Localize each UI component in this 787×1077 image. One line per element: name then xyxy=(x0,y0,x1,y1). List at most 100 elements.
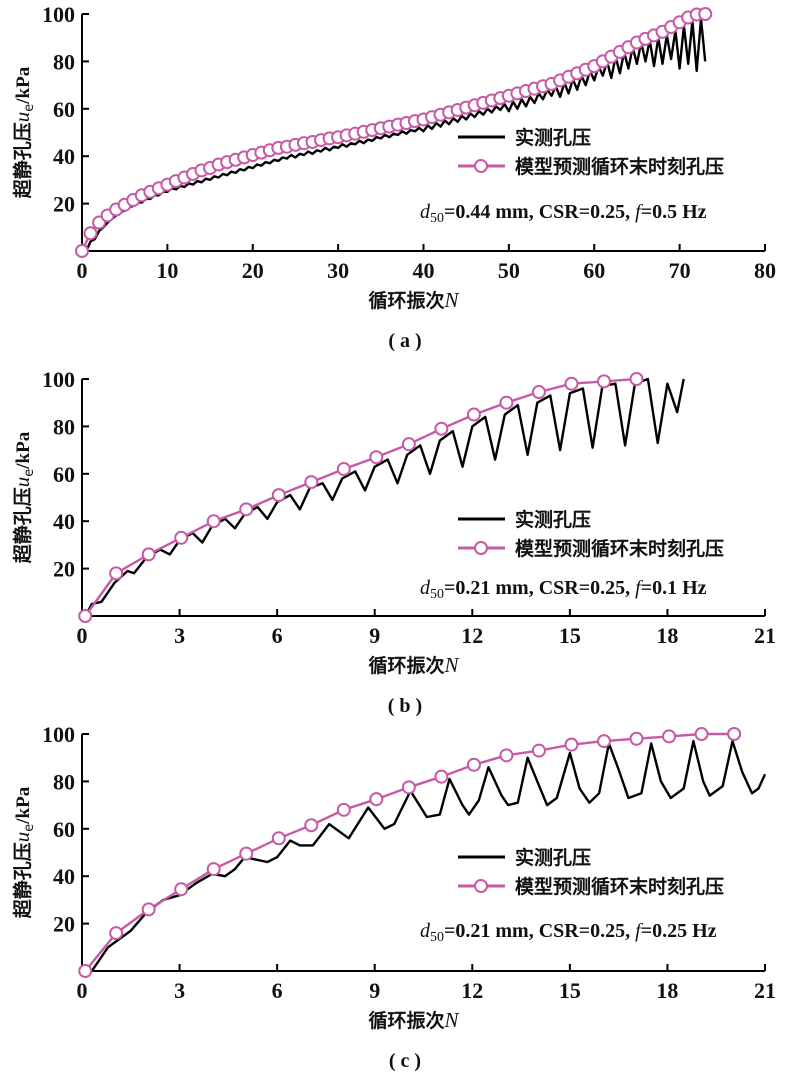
y-axis-label: 超静孔压ue/kPa xyxy=(10,786,37,919)
legend-predicted-label: 模型预测循环末时刻孔压 xyxy=(515,875,724,898)
annotation-text: =0.44 mm, CSR=0.25, xyxy=(444,201,635,223)
y-tick-label: 20 xyxy=(53,912,75,937)
y-tick-label: 20 xyxy=(53,557,75,582)
y-axis-label-sub: e xyxy=(22,104,37,112)
predicted-marker xyxy=(304,475,319,490)
y-axis-label-unit: /kPa xyxy=(13,786,34,824)
y-axis-label-var: u xyxy=(10,832,34,843)
predicted-marker xyxy=(466,407,481,422)
annotation-d: d xyxy=(420,201,431,223)
test-conditions-annotation: d50=0.21 mm, CSR=0.25, f=0.25 Hz xyxy=(420,920,717,945)
predicted-marker xyxy=(75,244,89,258)
x-axis-label: 循环振次N xyxy=(368,288,459,312)
x-axis-label: 循环振次N xyxy=(368,1008,459,1032)
predicted-marker xyxy=(271,831,286,846)
y-tick-label: 100 xyxy=(42,367,75,392)
predicted-marker xyxy=(78,609,93,623)
y-tick-label: 40 xyxy=(53,509,75,534)
panel-caption: ( b ) xyxy=(388,695,422,717)
x-axis-label-text: 循环振次 xyxy=(368,289,444,312)
x-tick-label: 20 xyxy=(242,258,264,283)
predicted-marker xyxy=(629,372,644,386)
y-axis-label-sub: e xyxy=(22,824,37,832)
predicted-marker xyxy=(109,926,124,941)
x-axis-label-text: 循环振次 xyxy=(368,654,444,677)
y-tick-label: 80 xyxy=(53,414,75,439)
legend-predicted-marker xyxy=(474,879,488,893)
predicted-marker xyxy=(564,737,579,752)
x-axis-label-var: N xyxy=(444,653,460,677)
x-tick-label: 40 xyxy=(413,258,435,283)
test-conditions-annotation: d50=0.44 mm, CSR=0.25, f=0.5 Hz xyxy=(420,201,707,226)
x-axis-label-text: 循环振次 xyxy=(368,1009,444,1032)
x-tick-label: 6 xyxy=(272,623,283,648)
annotation-f: f xyxy=(635,920,643,942)
predicted-marker xyxy=(336,802,351,817)
y-tick-label: 60 xyxy=(53,462,75,487)
x-axis-label: 循环振次N xyxy=(368,653,459,677)
y-tick-label: 100 xyxy=(42,722,75,747)
predicted-marker xyxy=(174,530,189,545)
annotation-sub: 50 xyxy=(430,930,444,945)
predicted-marker xyxy=(694,727,709,741)
y-tick-label: 40 xyxy=(53,864,75,889)
annotation-f: f xyxy=(635,201,643,223)
x-tick-label: 0 xyxy=(77,623,88,648)
x-tick-label: 10 xyxy=(156,258,178,283)
predicted-marker xyxy=(564,376,579,391)
predicted-marker xyxy=(239,502,254,517)
predicted-marker xyxy=(499,395,514,410)
annotation-ftext: =0.25 Hz xyxy=(641,920,717,942)
predicted-marker xyxy=(336,462,351,477)
predicted-marker xyxy=(597,734,612,749)
predicted-marker xyxy=(141,547,156,562)
x-tick-label: 18 xyxy=(656,623,678,648)
legend-predicted-label: 模型预测循环末时刻孔压 xyxy=(515,155,724,178)
annotation-sub: 50 xyxy=(430,587,444,602)
y-tick-label: 60 xyxy=(53,97,75,122)
x-axis-label-var: N xyxy=(444,1008,460,1032)
predicted-marker xyxy=(698,7,713,21)
annotation-f: f xyxy=(635,577,643,599)
predicted-marker xyxy=(597,374,612,389)
predicted-marker xyxy=(434,769,449,784)
predicted-marker xyxy=(531,743,546,758)
y-axis-label: 超静孔压ue/kPa xyxy=(10,66,37,199)
panel-caption: ( a ) xyxy=(388,330,421,352)
predicted-marker xyxy=(83,226,98,241)
predicted-marker xyxy=(401,780,416,795)
x-tick-label: 0 xyxy=(77,258,88,283)
y-axis-label-var: u xyxy=(10,112,34,123)
legend-predicted-label: 模型预测循环末时刻孔压 xyxy=(515,537,724,560)
predicted-marker xyxy=(206,862,221,877)
predicted-marker xyxy=(239,846,254,861)
y-tick-label: 80 xyxy=(53,769,75,794)
x-tick-label: 18 xyxy=(656,978,678,1003)
predicted-marker xyxy=(271,488,286,503)
annotation-d: d xyxy=(420,920,431,942)
predicted-marker xyxy=(304,818,319,833)
y-axis-label-text: 超静孔压 xyxy=(11,842,34,919)
predicted-marker xyxy=(141,902,156,917)
x-tick-label: 80 xyxy=(754,258,776,283)
annotation-sub: 50 xyxy=(430,211,444,226)
x-tick-label: 15 xyxy=(559,623,581,648)
x-tick-label: 21 xyxy=(754,623,776,648)
y-tick-label: 80 xyxy=(53,49,75,74)
y-axis-label-unit: /kPa xyxy=(13,431,34,469)
chart-panel-c: 0 3 6 9 12 15 18 21 20 40 60 80 100 循环振次N 超静孔压ue/kPa 实测… xyxy=(10,722,776,1072)
annotation-text: =0.21 mm, CSR=0.25, xyxy=(444,920,635,942)
annotation-d: d xyxy=(420,577,431,599)
y-axis-label-text: 超静孔压 xyxy=(11,487,34,564)
y-axis-label-var: u xyxy=(10,477,34,488)
predicted-marker xyxy=(727,727,742,741)
predicted-marker xyxy=(369,792,384,807)
x-tick-label: 3 xyxy=(174,978,185,1003)
x-tick-label: 6 xyxy=(272,978,283,1003)
x-axis-label-var: N xyxy=(444,288,460,312)
legend-predicted-marker xyxy=(474,541,488,555)
y-axis-label-unit: /kPa xyxy=(13,66,34,104)
